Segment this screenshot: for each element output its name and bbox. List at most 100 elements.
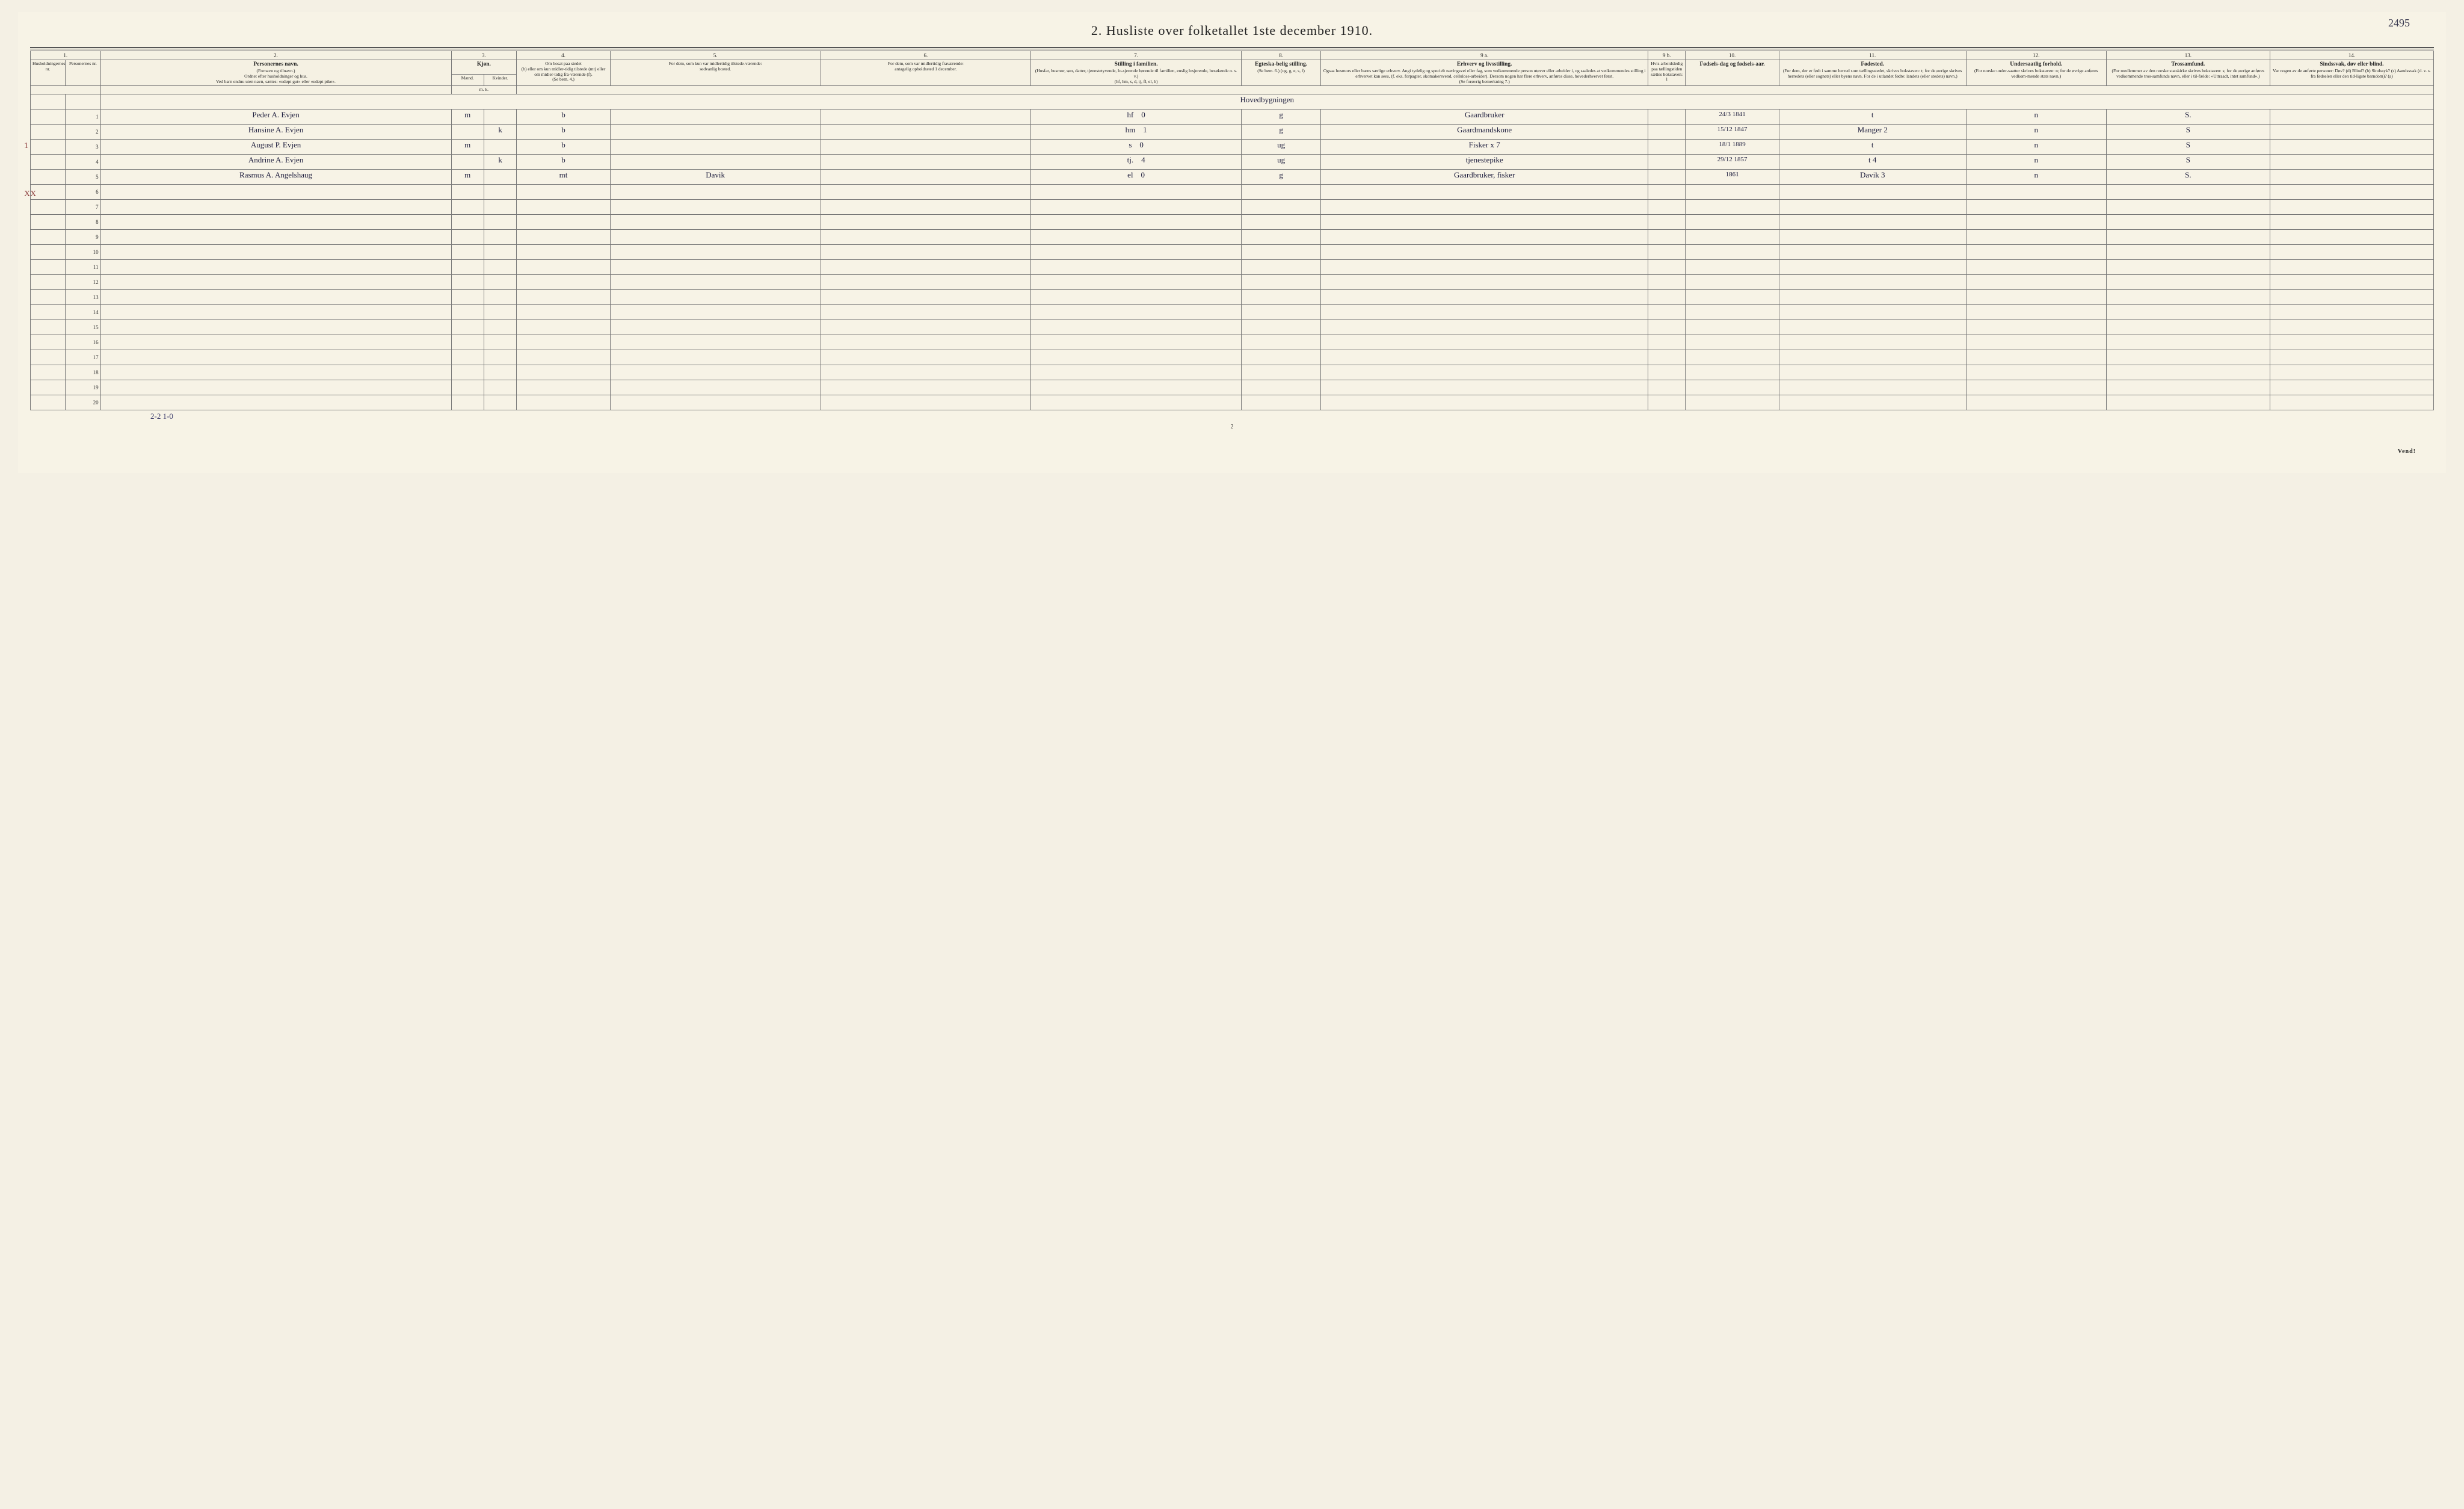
cell-unemployed (1648, 229, 1686, 244)
cell-disability (2270, 319, 2433, 335)
cell-unemployed (1648, 319, 1686, 335)
cell-person-nr: 3 (66, 139, 100, 154)
cell-person-nr: 16 (66, 335, 100, 350)
cell-sex-k (484, 304, 516, 319)
colnum-7: 7. (1031, 51, 1242, 60)
cell-birthplace (1779, 259, 1966, 274)
cell-household-nr (31, 304, 66, 319)
cell-occupation: Gaardmandskone (1321, 124, 1648, 139)
cell-marital: g (1242, 169, 1321, 184)
cell-unemployed (1648, 184, 1686, 199)
cell-birth: 15/12 1847 (1686, 124, 1779, 139)
cell-nationality: n (1966, 139, 2106, 154)
cell-household-nr (31, 319, 66, 335)
cell-occupation (1321, 365, 1648, 380)
hdr-erhverv: Erhverv og livsstilling. Ogsaa husmors e… (1321, 60, 1648, 86)
cell-marital (1242, 365, 1321, 380)
cell-religion (2106, 380, 2270, 395)
cell-residence (517, 214, 610, 229)
cell-sex-k (484, 395, 516, 410)
hdr-arbeidsledig: Hvis arbeidsledig paa tællingstiden sætt… (1648, 60, 1686, 86)
cell-disability (2270, 304, 2433, 319)
cell-person-nr (66, 94, 100, 109)
cell-marital (1242, 395, 1321, 410)
table-row: 15 (31, 319, 2434, 335)
hdr-person-nr: Personernes nr. (66, 60, 100, 86)
cell-birthplace (1779, 229, 1966, 244)
colnum-5: 5. (610, 51, 821, 60)
cell-family-position (1031, 289, 1242, 304)
cell-person-nr: 5 (66, 169, 100, 184)
cell-household-nr (31, 395, 66, 410)
cell-sex-m (451, 365, 484, 380)
census-page: 2495 2. Husliste over folketallet 1ste d… (18, 12, 2446, 473)
cell-household-nr (31, 229, 66, 244)
cell-household-nr (31, 365, 66, 380)
table-row: 1Peder A. Evjenmbhf 0gGaardbruker24/3 18… (31, 109, 2434, 124)
cell-marital (1242, 380, 1321, 395)
table-row: 10 (31, 244, 2434, 259)
cell-nationality: n (1966, 154, 2106, 169)
cell-occupation: tjenestepike (1321, 154, 1648, 169)
cell-nationality (1966, 214, 2106, 229)
cell-sex-k (484, 274, 516, 289)
cell-temp-present (610, 229, 821, 244)
cell-temp-absent (821, 124, 1031, 139)
cell-birth (1686, 350, 1779, 365)
cell-sex-m (451, 154, 484, 169)
cell-name (100, 335, 451, 350)
cell-birthplace (1779, 274, 1966, 289)
cell-birthplace (1779, 395, 1966, 410)
cell-religion: S (2106, 139, 2270, 154)
table-row: 18 (31, 365, 2434, 380)
cell-birth (1686, 365, 1779, 380)
census-table: 1. 2. 3. 4. 5. 6. 7. 8. 9 a. 9 b. 10. 11… (30, 51, 2434, 410)
cell-household-nr (31, 289, 66, 304)
cell-birth (1686, 214, 1779, 229)
cell-birth (1686, 259, 1779, 274)
colnum-14: 14. (2270, 51, 2433, 60)
cell-occupation (1321, 335, 1648, 350)
cell-residence (517, 184, 610, 199)
cell-birth (1686, 304, 1779, 319)
cell-religion (2106, 244, 2270, 259)
table-row: 5Rasmus A. AngelshaugmmtDavikel 0gGaardb… (31, 169, 2434, 184)
table-row: 11 (31, 259, 2434, 274)
cell-family-position (1031, 304, 1242, 319)
cell-family-position (1031, 319, 1242, 335)
cell-disability (2270, 259, 2433, 274)
cell-temp-absent (821, 244, 1031, 259)
cell-religion (2106, 365, 2270, 380)
cell-sex-m (451, 214, 484, 229)
cell-temp-present (610, 139, 821, 154)
cell-marital (1242, 335, 1321, 350)
table-row: 14 (31, 304, 2434, 319)
cell-birth: 18/1 1889 (1686, 139, 1779, 154)
cell-nationality (1966, 304, 2106, 319)
cell-birthplace (1779, 199, 1966, 214)
cell-unemployed (1648, 304, 1686, 319)
hdr-trossamfund: Trossamfund. (For medlemmer av den norsk… (2106, 60, 2270, 86)
hdr-name: Personernes navn. (Fornavn og tilnavn.) … (100, 60, 451, 86)
cell-disability (2270, 154, 2433, 169)
cell-name (100, 214, 451, 229)
cell-family-position (1031, 244, 1242, 259)
cell-name (100, 244, 451, 259)
cell-unemployed (1648, 289, 1686, 304)
cell-sex-m (451, 259, 484, 274)
cell-sex-k (484, 109, 516, 124)
cell-birthplace: t (1779, 109, 1966, 124)
cell-temp-absent (821, 199, 1031, 214)
cell-nationality (1966, 244, 2106, 259)
cell-sex-m (451, 199, 484, 214)
cell-temp-present (610, 214, 821, 229)
cell-sex-m (451, 395, 484, 410)
cell-occupation (1321, 304, 1648, 319)
cell-disability (2270, 109, 2433, 124)
cell-unemployed (1648, 154, 1686, 169)
cell-person-nr: 2 (66, 124, 100, 139)
cell-household-nr (31, 259, 66, 274)
cell-nationality (1966, 274, 2106, 289)
cell-sex-m (451, 244, 484, 259)
column-number-row: 1. 2. 3. 4. 5. 6. 7. 8. 9 a. 9 b. 10. 11… (31, 51, 2434, 60)
